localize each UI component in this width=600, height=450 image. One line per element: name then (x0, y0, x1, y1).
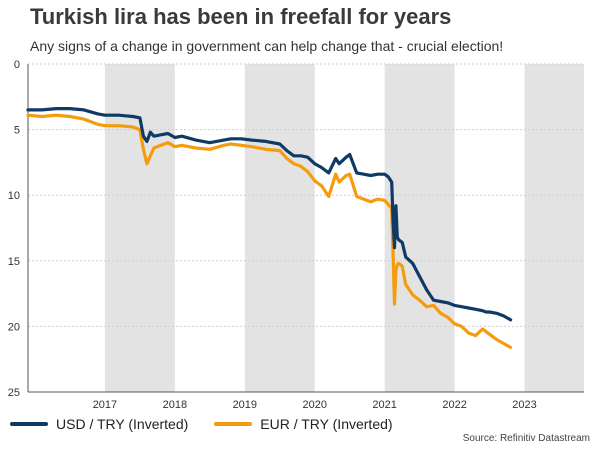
shaded-band-0 (104, 64, 175, 392)
y-tick-label-15: 15 (8, 256, 20, 268)
x-tick-label-2022: 2022 (442, 399, 466, 410)
series-line-eur-try (26, 113, 513, 349)
x-tick-label-2019: 2019 (233, 399, 257, 410)
x-tick-label-2020: 2020 (302, 399, 326, 410)
legend-label-eur: EUR / TRY (Inverted) (260, 416, 393, 432)
y-tick-label-25: 25 (8, 387, 20, 399)
y-tick-label-0: 0 (14, 59, 20, 71)
chart-plot: 0 5 10 15 20 25 2017 2018 2019 2020 2021 2022 2023 (8, 59, 584, 410)
legend: USD / TRY (Inverted) EUR / TRY (Inverted… (10, 416, 419, 432)
legend-item-eur: EUR / TRY (Inverted) (214, 416, 393, 432)
legend-swatch-usd (10, 422, 48, 426)
series-line-usd-try (26, 107, 513, 322)
shaded-band-1 (244, 64, 315, 392)
x-tick-label-2017: 2017 (93, 399, 117, 410)
legend-swatch-eur (214, 422, 253, 426)
y-tick-label-20: 20 (8, 321, 20, 333)
y-tick-label-10: 10 (8, 190, 20, 202)
chart-title: Turkish lira has been in freefall for ye… (30, 4, 452, 29)
source-note: Source: Refinitiv Datastream (462, 433, 590, 444)
x-tick-label-2021: 2021 (372, 399, 396, 410)
chart-subtitle: Any signs of a change in government can … (30, 38, 504, 54)
shaded-band-3 (524, 64, 584, 392)
legend-label-usd: USD / TRY (Inverted) (56, 416, 189, 432)
legend-item-usd: USD / TRY (Inverted) (10, 416, 188, 432)
y-tick-label-5: 5 (14, 125, 20, 137)
x-tick-label-2023: 2023 (512, 399, 536, 410)
x-tick-label-2018: 2018 (163, 399, 187, 410)
